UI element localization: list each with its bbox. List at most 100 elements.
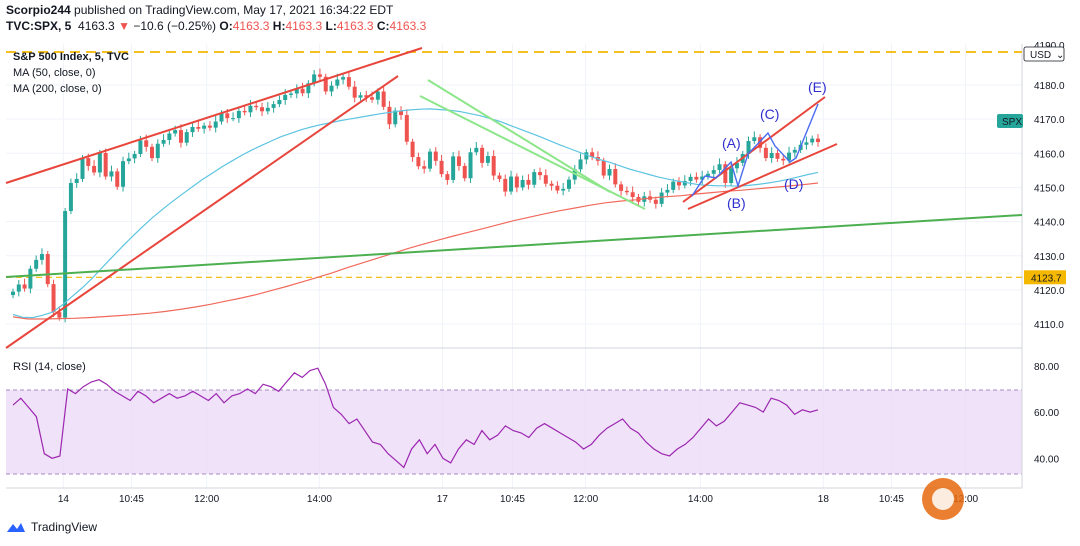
candle bbox=[132, 150, 137, 164]
legend-rsi[interactable]: RSI (14, close) bbox=[13, 361, 86, 373]
candle bbox=[80, 155, 85, 182]
drawings[interactable] bbox=[5, 47, 1023, 349]
candle bbox=[306, 80, 311, 98]
candle bbox=[115, 168, 120, 190]
publish-line: Scorpio244 published on TradingView.com,… bbox=[6, 2, 426, 18]
rsi-tick-label: 40.00 bbox=[1034, 454, 1059, 465]
legend-title[interactable]: S&P 500 Index, 5, TVC bbox=[13, 51, 129, 63]
rsi-tick-label: 80.00 bbox=[1034, 362, 1059, 373]
candle bbox=[816, 134, 820, 147]
time-tick-label: 14:00 bbox=[688, 494, 713, 505]
candle bbox=[619, 181, 624, 196]
candle bbox=[16, 280, 21, 297]
long-trendline[interactable] bbox=[5, 214, 1023, 278]
candle bbox=[416, 152, 421, 170]
candle bbox=[196, 121, 201, 132]
rsi-tick-label: 60.00 bbox=[1034, 408, 1059, 419]
low-value: 4163.3 bbox=[336, 19, 374, 33]
high-value: 4163.3 bbox=[285, 19, 323, 33]
price-axis[interactable]: 4110.0 4120.0 4130.0 4140.0 4150.0 4160.0 4170… bbox=[1034, 81, 1065, 331]
candle bbox=[22, 278, 27, 292]
candle bbox=[51, 279, 56, 317]
upper-channel-line[interactable] bbox=[5, 47, 423, 184]
candle bbox=[97, 149, 102, 178]
candle bbox=[468, 147, 473, 184]
time-tick-label: 14:00 bbox=[307, 494, 332, 505]
candle bbox=[265, 102, 270, 115]
candle bbox=[381, 87, 386, 110]
candle bbox=[288, 90, 293, 98]
candle bbox=[624, 186, 629, 196]
candle bbox=[538, 167, 543, 180]
candle bbox=[613, 163, 618, 188]
price-tick-label: 4110.0 bbox=[1034, 320, 1064, 331]
candle bbox=[607, 164, 612, 181]
author-name[interactable]: Scorpio244 bbox=[6, 3, 71, 17]
down-channel-upper[interactable] bbox=[427, 79, 611, 193]
currency-tag[interactable]: USD ⌄ bbox=[1023, 46, 1065, 62]
ma200-line bbox=[12, 182, 819, 320]
close-value: 4163.3 bbox=[389, 19, 427, 33]
price-tick-label: 4150.0 bbox=[1034, 183, 1065, 194]
candle bbox=[671, 178, 676, 193]
legend-ma50[interactable]: MA (50, close, 0) bbox=[13, 67, 96, 79]
candle bbox=[202, 122, 207, 134]
candle bbox=[161, 134, 166, 147]
top-price-label: 4190.0 bbox=[1034, 41, 1065, 52]
candle bbox=[167, 130, 172, 145]
wave-label-b[interactable]: (B) bbox=[727, 195, 746, 211]
candle bbox=[103, 148, 108, 180]
wave-label-e[interactable]: (E) bbox=[808, 79, 827, 95]
lower-channel-line[interactable] bbox=[5, 75, 399, 349]
candle bbox=[763, 143, 768, 162]
time-tick-label: 17 bbox=[437, 494, 449, 505]
candle bbox=[474, 142, 479, 156]
candle bbox=[155, 139, 160, 163]
price-tick-label: 4130.0 bbox=[1034, 252, 1065, 263]
candle bbox=[427, 148, 432, 172]
candle bbox=[404, 109, 409, 145]
candle bbox=[509, 170, 514, 195]
time-axis[interactable]: 14 10:45 12:00 14:00 17 10:45 12:00 14:00 18 10:4… bbox=[58, 494, 979, 505]
symbol-price-tag[interactable]: SPX bbox=[997, 114, 1023, 129]
candle bbox=[184, 129, 189, 146]
wave-label-d[interactable]: (D) bbox=[784, 176, 803, 192]
candle bbox=[28, 265, 33, 294]
down-channel-lower[interactable] bbox=[419, 95, 646, 210]
time-tick-label: 14 bbox=[58, 494, 70, 505]
wave-label-c[interactable]: (C) bbox=[760, 106, 779, 122]
candle bbox=[445, 171, 450, 185]
candle bbox=[346, 72, 351, 90]
candle bbox=[393, 107, 398, 128]
quote-line: TVC:SPX, 5 4163.3 ▼ −10.6 (−0.25%) O:416… bbox=[6, 18, 426, 34]
candle bbox=[207, 121, 212, 131]
candle bbox=[109, 165, 114, 182]
price-tick-label: 4140.0 bbox=[1034, 218, 1065, 229]
wedge-lower-line[interactable] bbox=[687, 143, 838, 210]
price-tick-label: 4160.0 bbox=[1034, 149, 1065, 160]
candle bbox=[399, 106, 404, 120]
tradingview-logo[interactable]: TradingView bbox=[6, 520, 97, 534]
candle bbox=[769, 147, 774, 163]
candle bbox=[566, 176, 571, 192]
candle bbox=[648, 190, 653, 203]
wave-path[interactable] bbox=[691, 103, 819, 197]
candle bbox=[775, 149, 780, 162]
candle bbox=[364, 90, 369, 103]
tradingview-brand: TradingView bbox=[31, 520, 98, 534]
legend-ma200[interactable]: MA (200, close, 0) bbox=[13, 83, 102, 95]
close-label: C: bbox=[376, 19, 390, 33]
candle bbox=[555, 181, 560, 194]
wave-label-a[interactable]: (A) bbox=[722, 135, 741, 151]
candle bbox=[584, 149, 589, 165]
price-tick-label: 4180.0 bbox=[1034, 81, 1065, 92]
candle bbox=[717, 158, 722, 174]
price-tick-label: 4170.0 bbox=[1034, 115, 1065, 126]
wedge-upper-line[interactable] bbox=[682, 96, 826, 203]
rsi-line bbox=[12, 367, 819, 469]
rsi-axis[interactable]: 40.00 60.00 80.00 bbox=[1034, 362, 1059, 465]
time-tick-label: 12:00 bbox=[573, 494, 598, 505]
candle bbox=[358, 92, 363, 101]
candle bbox=[190, 122, 195, 137]
